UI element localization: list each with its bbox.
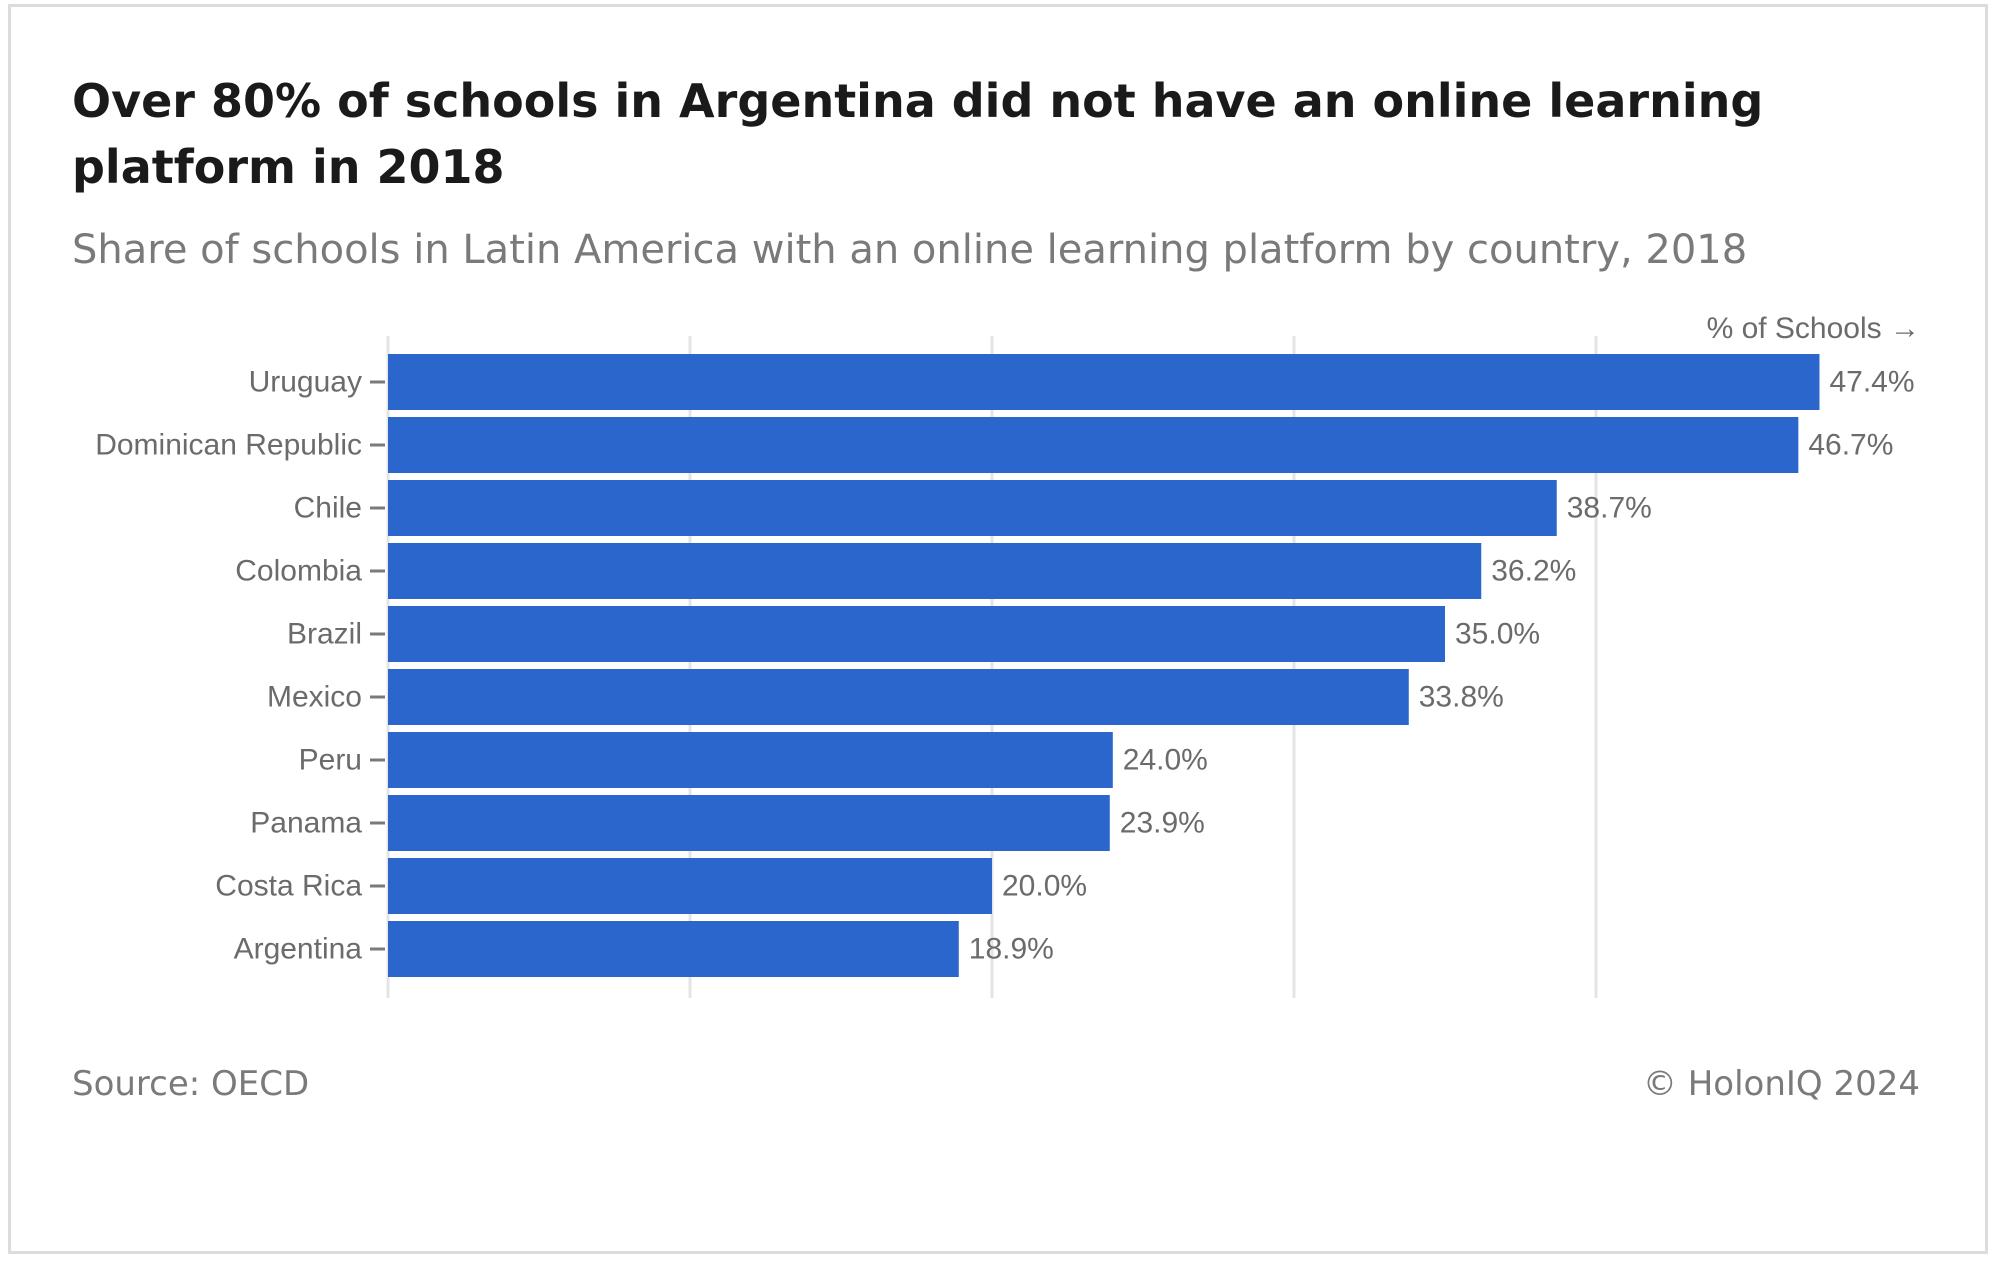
bar-argentina[interactable] (388, 921, 959, 977)
bar-colombia[interactable] (388, 543, 1482, 599)
bar-brazil[interactable] (388, 606, 1445, 662)
data-label: 18.9% (969, 933, 1054, 966)
y-tick-label: Chile (294, 492, 362, 525)
y-tick-label: Brazil (287, 618, 362, 651)
data-label: 33.8% (1419, 681, 1504, 714)
bar-panama[interactable] (388, 795, 1110, 851)
data-label: 38.7% (1567, 492, 1652, 525)
source-note: Source: OECD (72, 1064, 310, 1104)
data-label: 46.7% (1808, 429, 1893, 462)
data-label: 36.2% (1491, 555, 1576, 588)
y-tick-label: Costa Rica (215, 870, 362, 903)
y-tick-label: Uruguay (249, 366, 362, 399)
chart-title: Over 80% of schools in Argentina did not… (72, 74, 1764, 194)
data-label: 47.4% (1829, 366, 1914, 399)
x-axis-label: % of Schools → (1707, 312, 1920, 345)
y-tick-label: Dominican Republic (95, 429, 362, 462)
y-tick-label: Mexico (267, 681, 362, 714)
y-tick-label: Colombia (235, 555, 362, 588)
chart-subtitle: Share of schools in Latin America with a… (72, 227, 1748, 273)
y-tick-label: Argentina (234, 933, 363, 966)
bar-dominican-republic[interactable] (388, 417, 1799, 473)
bar-mexico[interactable] (388, 669, 1409, 725)
bar-uruguay[interactable] (388, 354, 1820, 410)
bar-peru[interactable] (388, 732, 1113, 788)
y-tick-label: Panama (250, 807, 362, 840)
data-label: 24.0% (1123, 744, 1208, 777)
data-label: 23.9% (1120, 807, 1205, 840)
data-label: 20.0% (1002, 870, 1087, 903)
copyright-note: © HolonIQ 2024 (1642, 1064, 1920, 1104)
y-tick-label: Peru (299, 744, 362, 777)
data-label: 35.0% (1455, 618, 1540, 651)
bars: Uruguay 47.4% Dominican Republic 46.7% Chile… (95, 354, 1915, 977)
bar-chile[interactable] (388, 480, 1557, 536)
bar-costa-rica[interactable] (388, 858, 992, 914)
